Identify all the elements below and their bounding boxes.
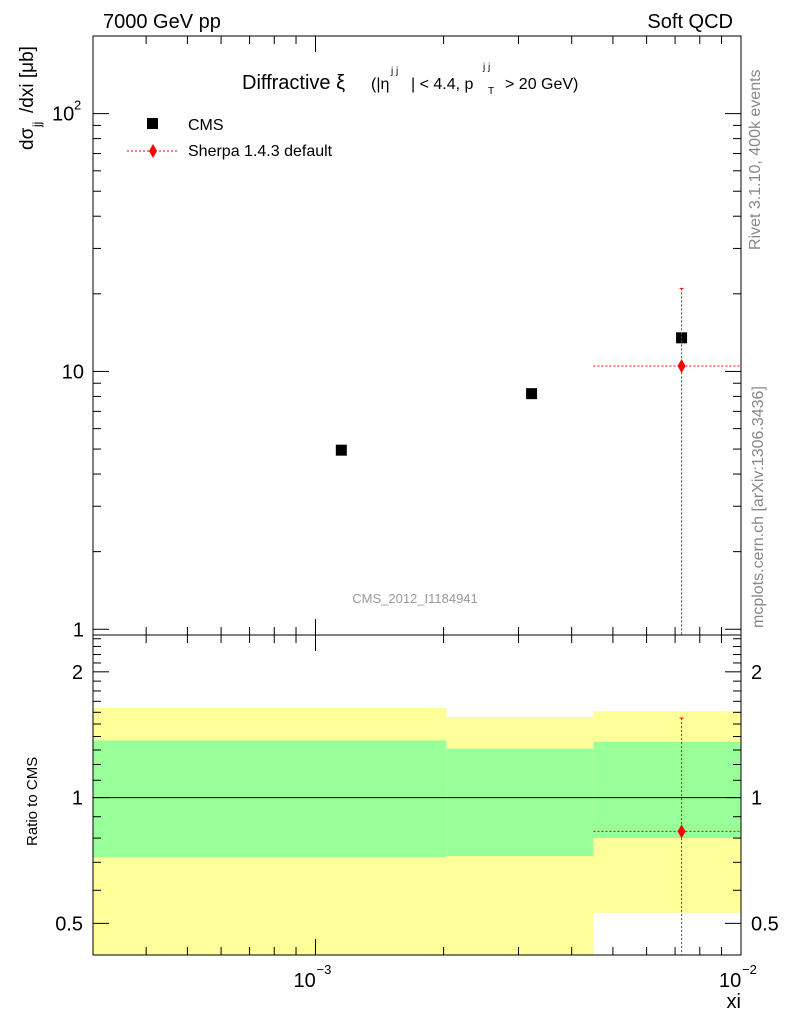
title-cut2: > 20 GeV) xyxy=(505,76,578,93)
legend-sherpa-marker xyxy=(149,144,157,158)
cms-data-point xyxy=(335,444,347,456)
title-eta-sup: j j xyxy=(390,66,398,77)
y-axis-label-rest: /dxi [μb] xyxy=(17,46,38,113)
ratio-sherpa-point xyxy=(677,824,686,839)
x-axis-label: xi xyxy=(727,991,741,1013)
ratio-band-inner-1 xyxy=(446,748,594,856)
cms-data-point xyxy=(526,388,538,400)
x-tick-label: 10 xyxy=(719,970,741,992)
y-axis-label-sub: jj xyxy=(30,122,44,128)
y-tick-label: 10 xyxy=(62,361,84,383)
legend-cms-marker xyxy=(147,118,158,129)
y-tick-label: 1 xyxy=(73,619,84,641)
x-tick-label-exp: −3 xyxy=(316,962,331,977)
x-tick-label: 10 xyxy=(293,970,315,992)
energy-label: 7000 GeV pp xyxy=(103,11,221,33)
main-data-marks xyxy=(335,287,741,635)
legend-sherpa-label: Sherpa 1.4.3 default xyxy=(188,143,333,160)
ratio-tick-label-left: 2 xyxy=(72,662,83,684)
title-open: (|η xyxy=(371,76,389,93)
ratio-axis-label: Ratio to CMS xyxy=(24,757,41,846)
ratio-bands xyxy=(93,707,741,955)
title-pt-sub: T xyxy=(488,86,494,97)
y-tick-label: 10 xyxy=(52,104,74,126)
ratio-tick-label-left: 0.5 xyxy=(55,913,83,935)
y-axis-label: dσ jj /dxi [μb] xyxy=(17,46,44,150)
rivet-info: Rivet 3.1.10, 400k events xyxy=(747,69,764,250)
ratio-tick-label-right: 1 xyxy=(751,788,762,810)
ratio-tick-label-left: 1 xyxy=(72,788,83,810)
title-cut1: | < 4.4, p xyxy=(411,76,474,93)
ratio-band-inner-0 xyxy=(93,740,447,858)
chart-title: Diffractive ξ (|η j j | < 4.4, p T j j >… xyxy=(242,62,578,97)
ratio-tick-label-right: 0.5 xyxy=(751,913,779,935)
sherpa-data-point xyxy=(677,358,686,373)
ratio-tick-label-right: 2 xyxy=(751,662,762,684)
ratio-band-inner-2 xyxy=(593,741,741,839)
ratio-frame xyxy=(92,634,742,956)
mcplots-info: mcplots.cern.ch [arXiv:1306.3436] xyxy=(750,386,767,628)
legend: CMS Sherpa 1.4.3 default xyxy=(127,117,333,160)
ratio-panel: 0.5 0.5 1 1 2 2 xyxy=(55,634,779,956)
ratio-axis-ticks: 0.5 0.5 1 1 2 2 xyxy=(55,638,779,935)
x-axis-ticks: 10−310−2 xyxy=(92,36,757,992)
title-pt-sup: j j xyxy=(482,62,490,73)
process-label: Soft QCD xyxy=(647,11,733,33)
x-tick-label-exp: −2 xyxy=(742,962,757,977)
y-tick-label-exp: 2 xyxy=(74,98,81,113)
y-axis-label-main: dσ xyxy=(17,127,38,150)
title-main: Diffractive ξ xyxy=(242,72,345,94)
ratio-data-marks xyxy=(593,717,741,955)
legend-cms-label: CMS xyxy=(188,117,224,134)
analysis-id: CMS_2012_I1184941 xyxy=(352,591,478,606)
